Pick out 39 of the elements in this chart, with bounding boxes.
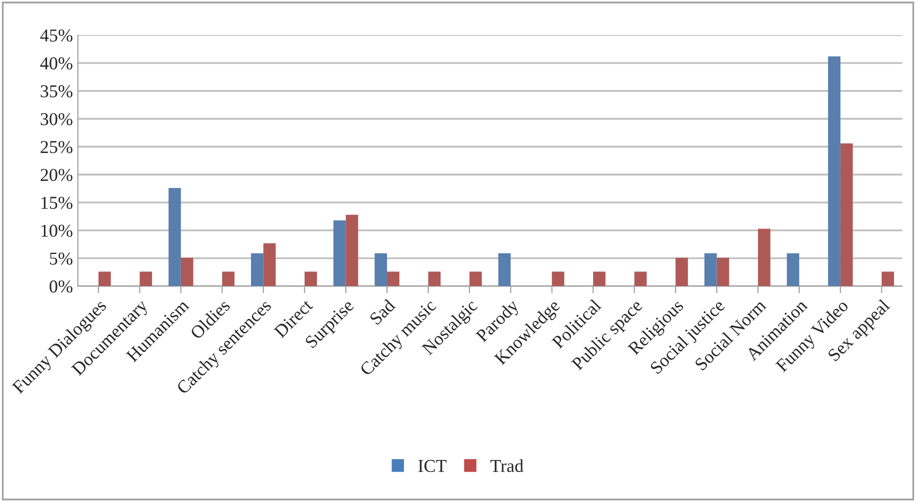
bar — [498, 253, 511, 286]
bar — [140, 272, 152, 286]
x-tick-label: Sad — [368, 298, 396, 326]
bar — [263, 243, 276, 286]
y-tick-label: 0% — [50, 280, 72, 293]
bar — [552, 272, 564, 286]
bar — [882, 272, 894, 286]
bar — [593, 272, 606, 286]
bar — [304, 272, 317, 286]
bar — [828, 56, 840, 286]
bar — [428, 272, 441, 286]
bar — [676, 258, 688, 286]
bar — [180, 258, 194, 286]
legend-label: ICT — [418, 460, 446, 472]
bar — [716, 258, 730, 286]
bar — [222, 272, 234, 286]
bar — [758, 228, 770, 286]
bar — [374, 253, 388, 286]
bar — [98, 272, 111, 286]
y-tick-label: 35% — [40, 85, 72, 98]
bar — [387, 272, 400, 286]
y-tick-label: 10% — [41, 224, 72, 237]
bar — [250, 253, 264, 286]
y-tick-label: 45% — [40, 29, 72, 42]
y-tick-label: 25% — [40, 140, 72, 154]
bar — [346, 214, 358, 286]
y-tick-label: 20% — [40, 168, 72, 182]
bar — [333, 220, 346, 286]
bar — [786, 253, 800, 286]
bar — [840, 143, 853, 286]
y-tick-label: 40% — [40, 57, 72, 70]
legend-label: Trad — [490, 459, 524, 472]
y-tick-label: 30% — [40, 113, 72, 126]
y-tick-label: 5% — [50, 252, 72, 265]
bar — [469, 272, 482, 286]
bar — [168, 188, 181, 286]
y-tick-label: 15% — [41, 196, 72, 209]
bar — [704, 253, 717, 286]
bar — [634, 272, 647, 286]
